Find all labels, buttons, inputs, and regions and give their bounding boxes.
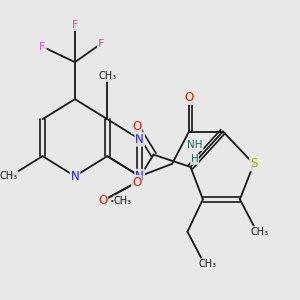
Text: F: F (39, 42, 46, 52)
Text: CH₃: CH₃ (0, 171, 18, 181)
Text: N: N (70, 170, 79, 183)
Text: N: N (135, 170, 144, 183)
Text: O: O (132, 176, 141, 189)
Text: CH₃: CH₃ (198, 259, 217, 269)
Text: O: O (98, 194, 107, 207)
Text: O: O (184, 91, 194, 104)
Text: CH₃: CH₃ (98, 71, 116, 81)
Text: N: N (135, 133, 144, 146)
Text: O: O (132, 120, 141, 134)
Text: CH₃: CH₃ (114, 196, 132, 206)
Text: F: F (72, 20, 78, 30)
Text: NH: NH (188, 140, 203, 150)
Text: S: S (250, 158, 257, 170)
Text: H: H (191, 154, 198, 164)
Text: F: F (98, 39, 104, 49)
Text: CH₃: CH₃ (251, 227, 269, 237)
